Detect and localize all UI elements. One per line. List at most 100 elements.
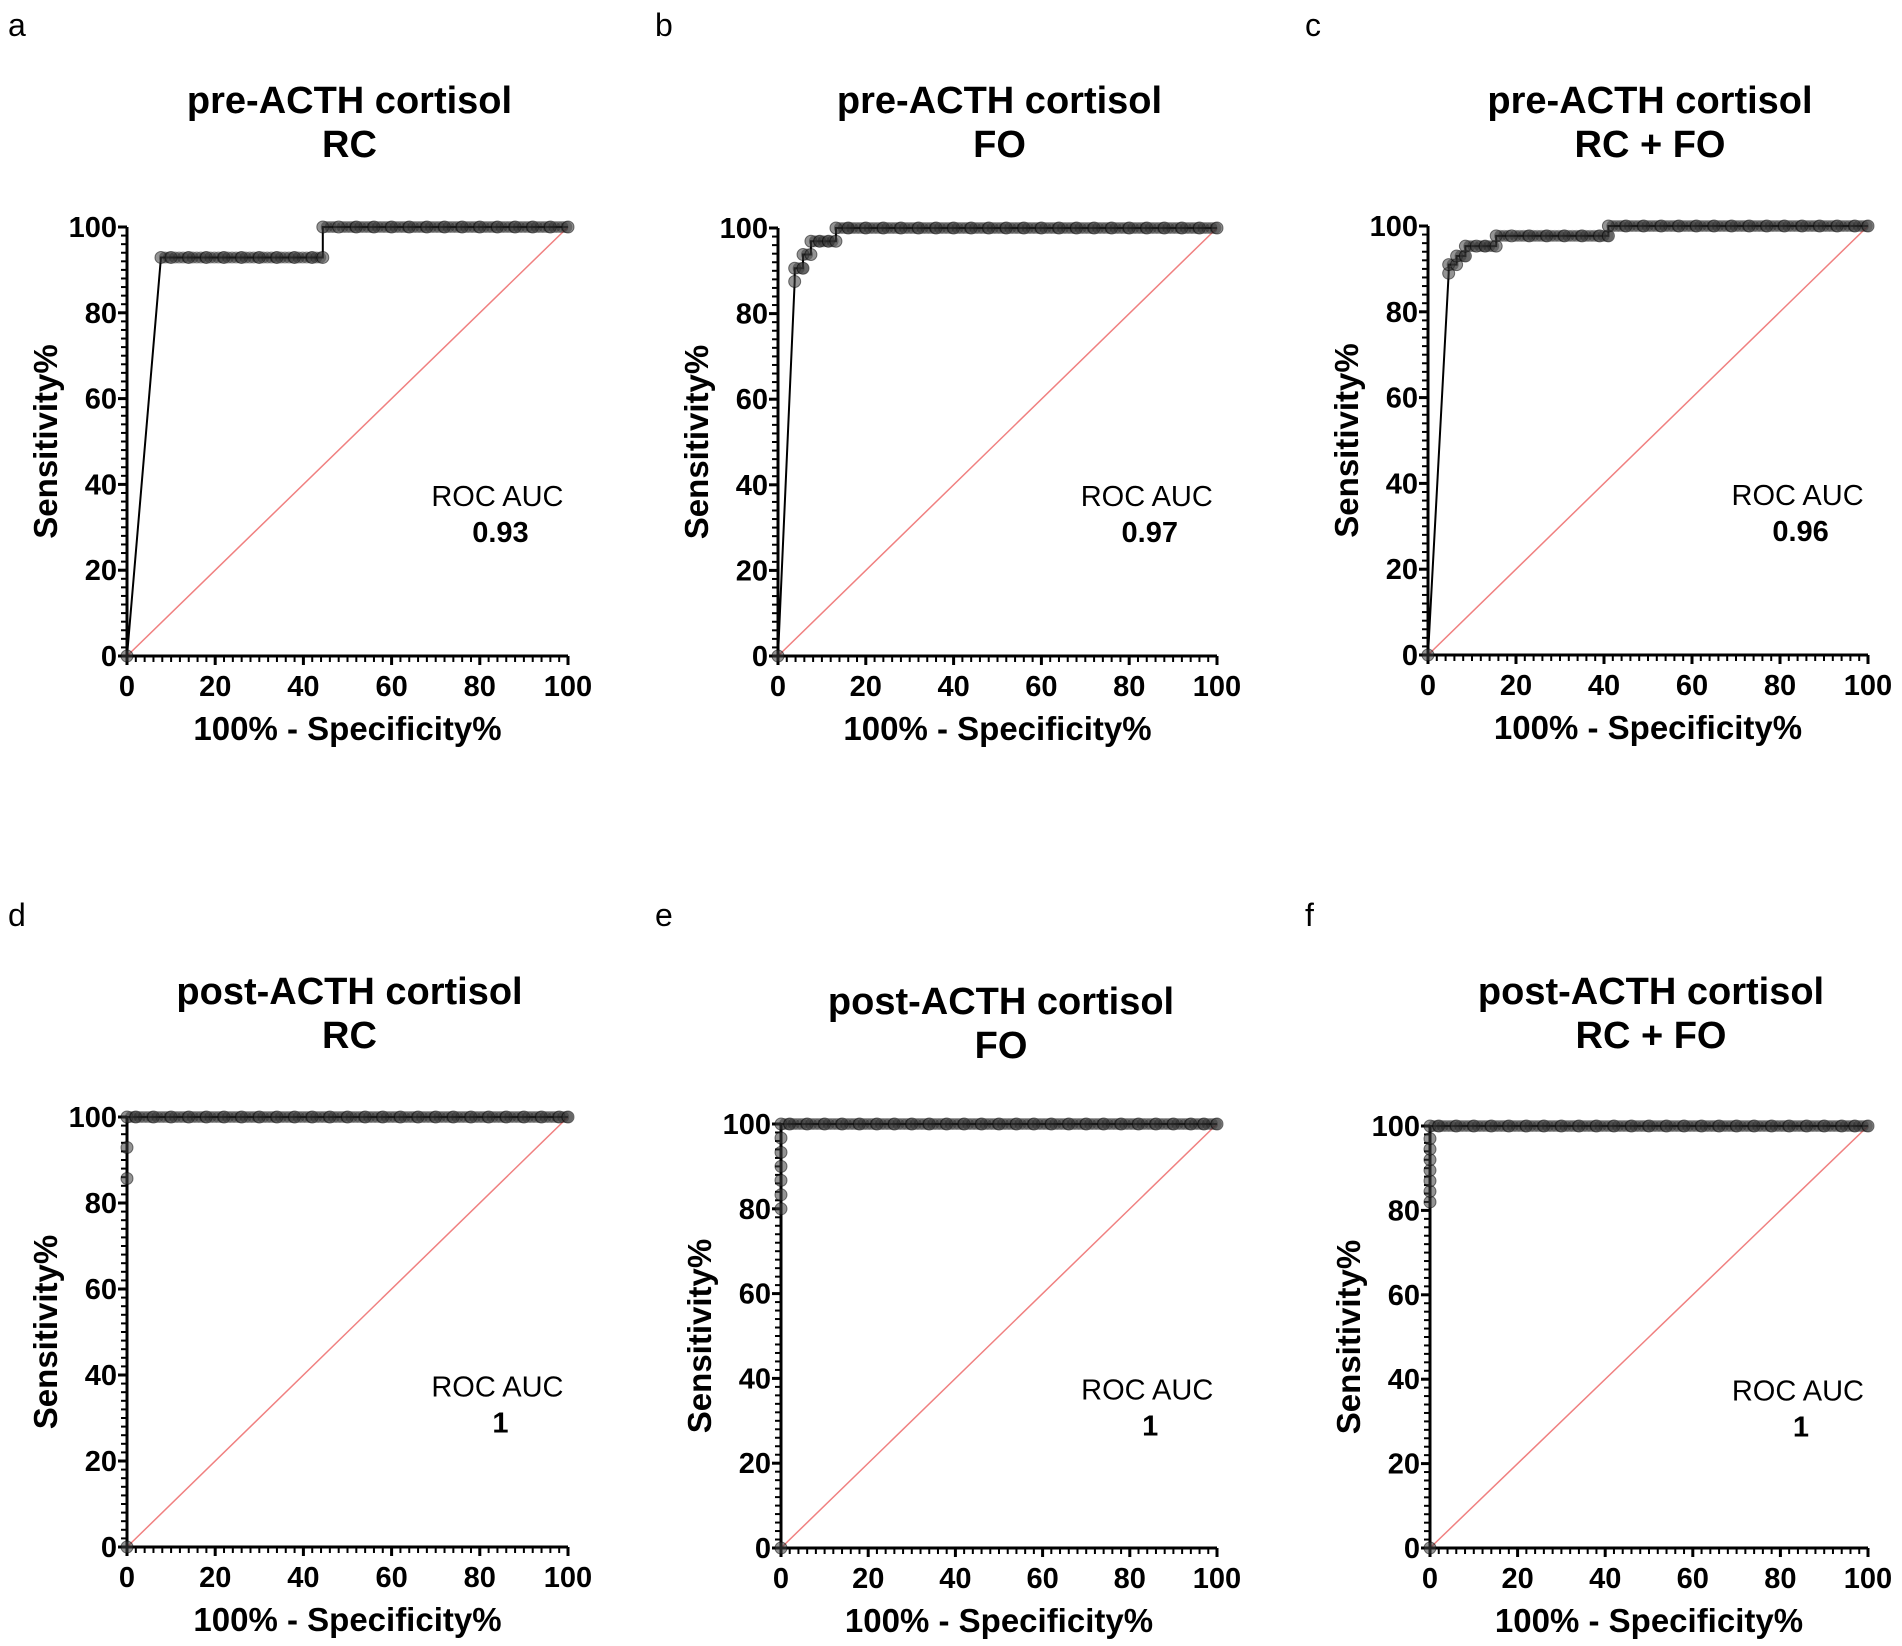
- roc-point-fill: [169, 251, 182, 264]
- roc-point: [526, 220, 540, 234]
- roc-point-fill: [1852, 220, 1865, 232]
- roc-point-fill: [257, 1111, 270, 1123]
- roc-point-fill: [1127, 222, 1140, 234]
- roc-point: [252, 250, 266, 264]
- y-tick-label: 0: [752, 641, 768, 673]
- roc-point-fill: [296, 251, 309, 264]
- roc-point-fill: [151, 1111, 164, 1123]
- x-tick-label: 20: [1501, 1563, 1533, 1595]
- roc-point: [508, 220, 522, 234]
- x-tick-label: 60: [1025, 671, 1057, 703]
- auc-value: 1: [1793, 1411, 1809, 1443]
- chart-title-line2: RC + FO: [1575, 124, 1726, 166]
- panel-letter: a: [8, 7, 26, 43]
- roc-point-fill: [243, 251, 256, 264]
- roc-point-fill: [1624, 220, 1636, 232]
- roc-point-fill: [1092, 222, 1105, 234]
- roc-point-fill: [1088, 1118, 1101, 1130]
- roc-point-fill: [1817, 220, 1830, 232]
- roc-point: [561, 1110, 575, 1124]
- roc-point-fill: [1606, 220, 1619, 232]
- roc-point-fill: [539, 1111, 552, 1123]
- roc-point: [455, 220, 469, 234]
- roc-point-fill: [530, 221, 543, 233]
- roc-point-fill: [844, 1118, 857, 1130]
- roc-point: [341, 1110, 354, 1124]
- roc-point: [774, 1173, 788, 1187]
- x-tick-label: 20: [1500, 670, 1532, 702]
- roc-point-fill: [468, 1111, 481, 1123]
- x-tick-label: 100: [1193, 671, 1241, 703]
- roc-point-fill: [1509, 229, 1522, 242]
- roc-point-fill: [446, 221, 459, 233]
- y-tick-label: 0: [755, 1533, 771, 1565]
- roc-point-fill: [1123, 1118, 1136, 1130]
- roc-point-fill: [1835, 220, 1848, 232]
- roc-point-fill: [966, 1118, 979, 1130]
- x-tick-label: 40: [1588, 670, 1620, 702]
- roc-point-fill: [173, 1111, 186, 1123]
- roc-point: [1813, 219, 1827, 233]
- roc-point-fill: [1197, 222, 1210, 234]
- roc-markers: [774, 1117, 1224, 1555]
- roc-point-fill: [371, 221, 384, 233]
- roc-point-fill: [874, 1118, 887, 1130]
- roc-point-fill: [898, 222, 911, 234]
- roc-point: [835, 1117, 849, 1131]
- roc-point: [182, 1110, 196, 1124]
- roc-point-fill: [420, 1111, 433, 1123]
- roc-point-fill: [1633, 1120, 1646, 1132]
- roc-point-fill: [1035, 1118, 1048, 1130]
- roc-point: [1747, 1119, 1761, 1133]
- roc-point-fill: [840, 1118, 853, 1130]
- roc-point-fill: [934, 222, 947, 234]
- x-tick-label: 60: [1676, 670, 1708, 702]
- reference-line: [126, 1116, 569, 1548]
- roc-point: [1537, 1119, 1551, 1133]
- roc-point-fill: [1148, 222, 1161, 234]
- y-tick-label: 40: [1386, 468, 1418, 500]
- roc-point: [1835, 1119, 1849, 1133]
- roc-point-fill: [208, 251, 221, 264]
- roc-point-fill: [1458, 1120, 1471, 1132]
- roc-point-fill: [1049, 1118, 1062, 1130]
- roc-point: [1730, 1119, 1744, 1133]
- roc-point-fill: [1580, 1120, 1593, 1132]
- roc-point-fill: [1721, 1120, 1734, 1132]
- roc-point: [929, 221, 943, 235]
- roc-point-fill: [1031, 1118, 1044, 1130]
- roc-point-fill: [389, 221, 402, 233]
- roc-point-fill: [1454, 1120, 1467, 1132]
- roc-point-fill: [204, 1111, 217, 1123]
- roc-point: [385, 220, 399, 234]
- roc-point: [473, 220, 487, 234]
- roc-point-fill: [1559, 1120, 1572, 1132]
- roc-point: [1027, 1117, 1041, 1131]
- roc-point-fill: [927, 1118, 940, 1130]
- roc-point-fill: [534, 221, 547, 233]
- roc-point-fill: [1852, 1120, 1865, 1132]
- roc-point: [1861, 1119, 1875, 1133]
- chart-title-line2: FO: [973, 124, 1026, 166]
- roc-point-fill: [1647, 1120, 1659, 1132]
- roc-point-fill: [239, 251, 252, 264]
- roc-point-fill: [186, 251, 199, 264]
- x-tick-label: 40: [1589, 1563, 1621, 1595]
- x-tick-label: 100: [1844, 1563, 1892, 1595]
- roc-point: [217, 250, 231, 264]
- roc-point-fill: [1641, 220, 1654, 232]
- panel-letter: b: [655, 7, 673, 43]
- roc-point-fill: [1768, 220, 1781, 232]
- roc-point: [1210, 221, 1224, 235]
- roc-point-fill: [495, 221, 508, 233]
- roc-point: [870, 1117, 884, 1131]
- x-tick-label: 20: [852, 1563, 884, 1595]
- roc-point-fill: [1611, 1120, 1624, 1132]
- y-tick-label: 0: [1404, 1533, 1420, 1565]
- roc-point-fill: [548, 221, 561, 233]
- roc-point-fill: [137, 1111, 150, 1123]
